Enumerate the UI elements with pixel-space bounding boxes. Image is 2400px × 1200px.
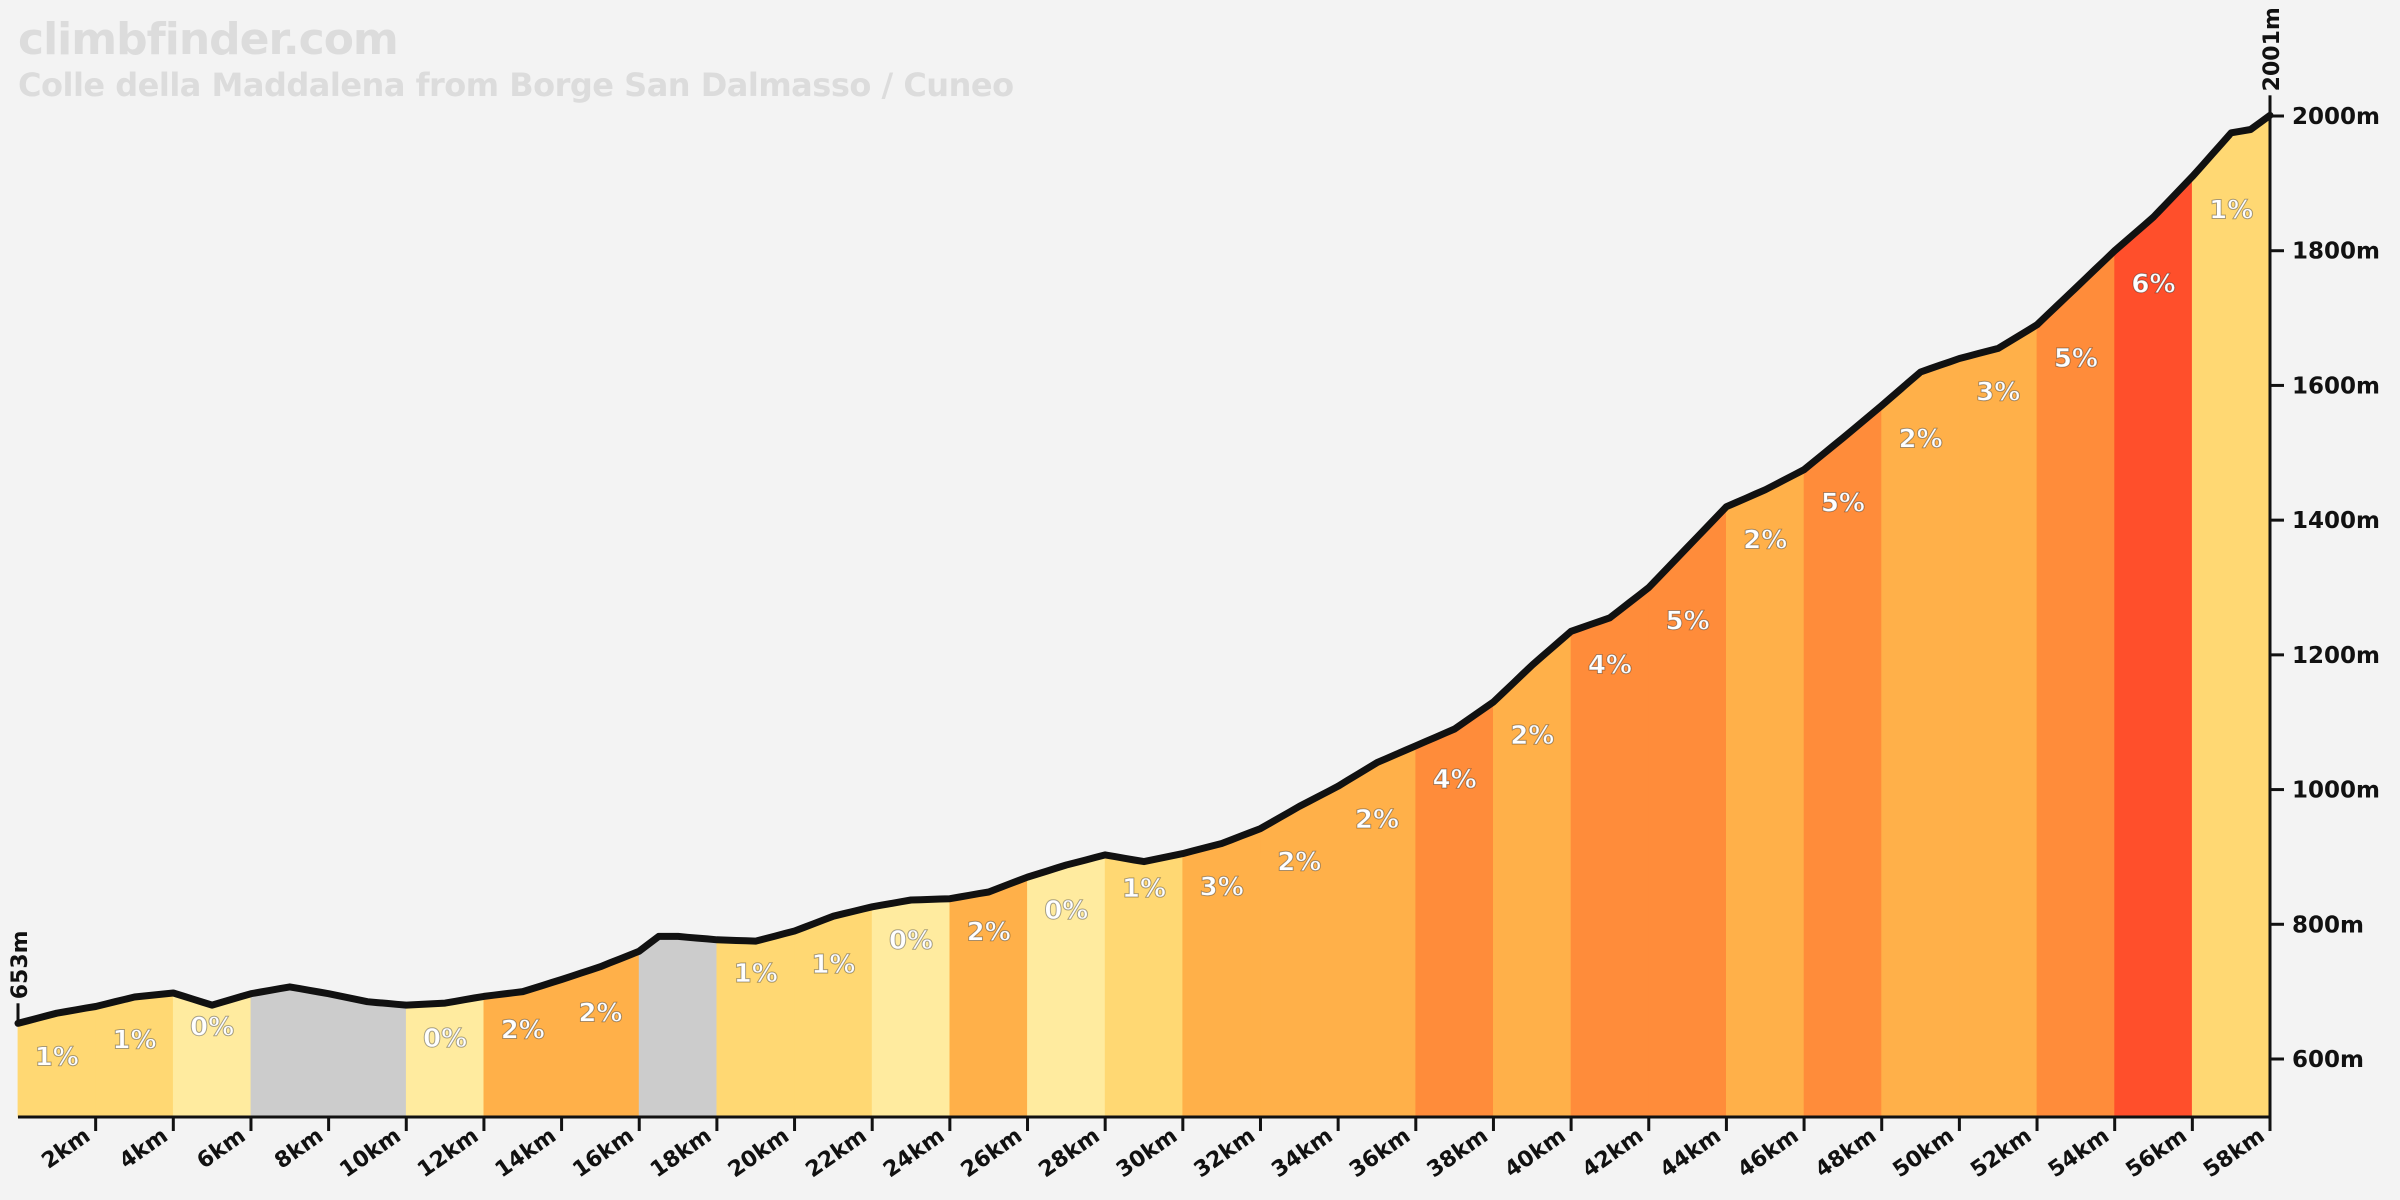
- x-tick-label: 38km: [1423, 1123, 1493, 1183]
- segment-fill: [1493, 630, 1572, 1118]
- x-tick-label: 14km: [491, 1123, 561, 1183]
- gradient-label: 2%: [1743, 526, 1787, 556]
- segment-fill: [1027, 854, 1106, 1118]
- x-tick-label: 30km: [1112, 1123, 1182, 1183]
- gradient-label: 0%: [889, 926, 933, 956]
- x-axis: 2km 4km 6km 8km 10km 12km 14km 16km 18km 20km 22km…: [18, 1115, 2272, 1183]
- gradient-label: 3%: [1976, 378, 2020, 408]
- x-tick-label: 12km: [413, 1123, 483, 1183]
- y-tick-label: 2000m: [2292, 104, 2380, 130]
- segment-fill: [2114, 175, 2193, 1118]
- x-tick-label: 46km: [1733, 1123, 1803, 1183]
- gradient-label: 2%: [1899, 425, 1943, 455]
- gradient-segments: [17, 114, 2271, 1118]
- gradient-label: 4%: [1433, 765, 1477, 795]
- y-tick-label: 1600m: [2292, 373, 2380, 399]
- x-tick-label: 24km: [879, 1123, 949, 1183]
- y-tick-label: 1200m: [2292, 643, 2380, 669]
- x-tick-label: 18km: [646, 1123, 716, 1183]
- x-tick-label: 56km: [2122, 1123, 2192, 1183]
- x-tick-label: 44km: [1656, 1123, 1726, 1183]
- x-tick-label: 54km: [2044, 1123, 2114, 1183]
- segment-fill: [172, 992, 252, 1118]
- gradient-labels: 1% 1% 0% 0% 2% 2% 1% 1% 0% 2% 0% 1% 3% 2% 2% 4% 2% 4% 5% 2%…: [34, 195, 2254, 1073]
- gradient-label: 2%: [1355, 805, 1399, 835]
- y-tick-label: 1800m: [2292, 239, 2380, 265]
- x-tick-label: 42km: [1578, 1123, 1648, 1183]
- segment-fill: [328, 993, 407, 1118]
- segment-fill: [1881, 357, 1960, 1118]
- gradient-label: 2%: [501, 1015, 545, 1045]
- gradient-label: 3%: [1200, 873, 1244, 903]
- segment-fill: [483, 978, 562, 1118]
- x-tick-label: 10km: [336, 1123, 406, 1183]
- gradient-label: 5%: [1666, 607, 1710, 637]
- gradient-label: 2%: [1510, 721, 1554, 751]
- end-markers: 653m 2001m: [8, 7, 2285, 1024]
- start-elevation-label: 653m: [8, 930, 33, 999]
- segment-fill: [794, 906, 873, 1118]
- segment-fill: [1959, 324, 2038, 1118]
- gradient-label: 0%: [190, 1013, 234, 1043]
- x-tick-label: 50km: [1889, 1123, 1959, 1183]
- elevation-profile-line: [14, 111, 2274, 1027]
- x-tick-label: 48km: [1811, 1123, 1881, 1183]
- gradient-label: 1%: [112, 1026, 156, 1056]
- x-tick-label: 36km: [1345, 1123, 1415, 1183]
- y-tick-label: 800m: [2292, 912, 2364, 938]
- gradient-label: 4%: [1588, 650, 1632, 680]
- gradient-label: 5%: [2054, 344, 2098, 374]
- end-elevation-label: 2001m: [2260, 7, 2285, 91]
- gradient-label: 1%: [1122, 874, 1166, 904]
- segment-fill: [1648, 505, 1727, 1118]
- y-axis: 600m 800m 1000m 1200m 1400m 1600m 1800m 2000m: [2268, 104, 2380, 1117]
- x-tick-label: 4km: [115, 1123, 173, 1174]
- segment-fill: [1260, 785, 1339, 1118]
- y-tick-label: 600m: [2292, 1047, 2364, 1073]
- segment-fill: [638, 936, 718, 1118]
- gradient-label: 1%: [2209, 196, 2253, 226]
- segment-fill: [1337, 745, 1417, 1118]
- chart-title: Colle della Maddalena from Borge San Dal…: [18, 66, 1014, 104]
- segment-fill: [405, 995, 485, 1118]
- segment-fill: [250, 986, 329, 1118]
- x-tick-label: 2km: [37, 1123, 95, 1174]
- gradient-label: 2%: [1277, 848, 1321, 878]
- segment-fill: [1726, 468, 1805, 1118]
- x-tick-label: 40km: [1500, 1123, 1570, 1183]
- gradient-label: 1%: [811, 950, 855, 980]
- brand-logo-text: climbfinder.com: [18, 14, 399, 65]
- y-tick-label: 1000m: [2292, 778, 2380, 804]
- x-tick-label: 6km: [193, 1123, 251, 1174]
- x-tick-label: 28km: [1034, 1123, 1104, 1183]
- gradient-label: 6%: [2131, 270, 2175, 300]
- gradient-label: 1%: [734, 959, 778, 989]
- segment-fill: [949, 876, 1028, 1118]
- x-tick-label: 16km: [569, 1123, 639, 1183]
- segment-fill: [2191, 114, 2271, 1118]
- x-tick-label: 20km: [724, 1123, 794, 1183]
- x-tick-label: 34km: [1267, 1123, 1337, 1183]
- x-tick-label: 32km: [1190, 1123, 1260, 1183]
- y-tick-label: 1400m: [2292, 508, 2380, 534]
- gradient-label: 0%: [1044, 896, 1088, 926]
- x-tick-label: 58km: [2199, 1123, 2269, 1183]
- x-tick-label: 22km: [801, 1123, 871, 1183]
- segment-fill: [2036, 249, 2116, 1118]
- gradient-label: 0%: [423, 1024, 467, 1054]
- gradient-label: 2%: [967, 918, 1011, 948]
- x-tick-label: 8km: [270, 1123, 328, 1174]
- gradient-label: 2%: [578, 999, 622, 1029]
- gradient-label: 5%: [1821, 489, 1865, 519]
- x-tick-label: 26km: [957, 1123, 1027, 1183]
- gradient-label: 1%: [35, 1042, 79, 1072]
- x-tick-label: 52km: [1966, 1123, 2036, 1183]
